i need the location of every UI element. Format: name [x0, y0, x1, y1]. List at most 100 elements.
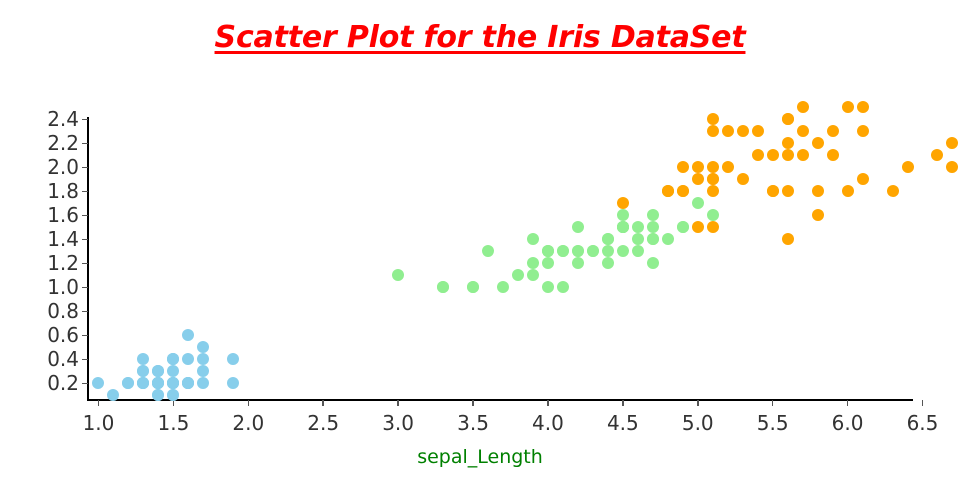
- scatter-point-virginica: [721, 160, 734, 173]
- scatter-point-virginica: [826, 124, 839, 137]
- scatter-point-setosa: [167, 376, 180, 389]
- y-tick-mark: [82, 382, 88, 385]
- scatter-point-versicolor: [467, 280, 480, 293]
- x-tick-label: 1.5: [157, 411, 190, 435]
- scatter-point-virginica: [781, 232, 794, 245]
- scatter-point-virginica: [946, 160, 959, 173]
- scatter-point-virginica: [841, 100, 854, 113]
- scatter-point-virginica: [706, 220, 719, 233]
- scatter-point-virginica: [736, 172, 749, 185]
- y-tick-mark: [82, 118, 88, 121]
- scatter-point-versicolor: [676, 220, 689, 233]
- scatter-point-setosa: [197, 352, 210, 365]
- scatter-point-versicolor: [556, 244, 569, 257]
- y-tick-label: 2.0: [47, 154, 79, 179]
- scatter-point-versicolor: [496, 280, 509, 293]
- y-tick-label: 0.2: [47, 370, 79, 395]
- scatter-point-versicolor: [556, 280, 569, 293]
- scatter-point-versicolor: [646, 232, 659, 245]
- scatter-point-setosa: [137, 364, 150, 377]
- scatter-point-virginica: [826, 148, 839, 161]
- scatter-point-setosa: [197, 376, 210, 389]
- scatter-point-setosa: [182, 352, 195, 365]
- scatter-point-setosa: [197, 340, 210, 353]
- y-tick-label: 2.2: [47, 130, 79, 155]
- scatter-point-virginica: [781, 184, 794, 197]
- x-tick-label: 5.5: [756, 411, 789, 435]
- scatter-point-setosa: [182, 328, 195, 341]
- x-axis-label: sepal_Length: [417, 446, 543, 468]
- x-axis-spine: [87, 399, 913, 401]
- scatter-point-virginica: [661, 184, 674, 197]
- y-tick-label: 1.2: [47, 250, 79, 275]
- scatter-point-setosa: [227, 352, 240, 365]
- scatter-point-setosa: [227, 376, 240, 389]
- scatter-point-versicolor: [586, 244, 599, 257]
- x-tick-label: 6.5: [906, 411, 939, 435]
- scatter-point-setosa: [182, 376, 195, 389]
- x-tick-label: 4.0: [532, 411, 564, 435]
- scatter-point-virginica: [706, 112, 719, 125]
- scatter-point-virginica: [691, 160, 704, 173]
- scatter-point-versicolor: [601, 256, 614, 269]
- scatter-point-setosa: [152, 376, 165, 389]
- scatter-point-virginica: [706, 124, 719, 137]
- y-tick-mark: [82, 190, 88, 193]
- x-tick-label: 3.0: [382, 411, 415, 435]
- scatter-point-virginica: [736, 124, 749, 137]
- x-tick-mark: [547, 400, 549, 406]
- scatter-point-versicolor: [571, 220, 584, 233]
- scatter-point-setosa: [197, 364, 210, 377]
- scatter-point-virginica: [706, 160, 719, 173]
- y-tick-label: 1.8: [47, 178, 79, 203]
- scatter-point-virginica: [706, 172, 719, 185]
- scatter-point-virginica: [691, 172, 704, 185]
- scatter-point-versicolor: [437, 280, 450, 293]
- scatter-point-versicolor: [526, 256, 539, 269]
- scatter-point-versicolor: [571, 244, 584, 257]
- scatter-point-virginica: [901, 160, 914, 173]
- scatter-point-virginica: [616, 196, 629, 209]
- scatter-point-versicolor: [691, 196, 704, 209]
- scatter-point-setosa: [167, 352, 180, 365]
- y-tick-label: 0.6: [47, 322, 79, 347]
- y-tick-mark: [82, 334, 88, 337]
- scatter-point-virginica: [781, 136, 794, 149]
- scatter-point-setosa: [167, 388, 180, 401]
- y-tick-label: 0.4: [47, 346, 79, 371]
- scatter-point-virginica: [691, 220, 704, 233]
- x-tick-label: 6.0: [831, 411, 864, 435]
- x-tick-mark: [622, 400, 624, 406]
- y-tick-label: 2.4: [47, 106, 79, 131]
- scatter-point-setosa: [92, 376, 105, 389]
- plot-area: 0.2 0.4 0.6 0.8 1.0 1.2 1.4 1.6 1.8 2.0 2.2 2.4 1.0…: [47, 100, 959, 435]
- scatter-point-versicolor: [511, 268, 524, 281]
- scatter-point-virginica: [856, 172, 869, 185]
- scatter-point-virginica: [796, 100, 809, 113]
- scatter-point-virginica: [766, 184, 779, 197]
- y-tick-mark: [82, 238, 88, 241]
- scatter-point-versicolor: [631, 244, 644, 257]
- scatter-point-versicolor: [646, 208, 659, 221]
- x-tick-mark: [97, 400, 100, 406]
- x-tick-mark: [921, 400, 924, 406]
- y-tick-mark: [82, 286, 88, 289]
- scatter-point-versicolor: [541, 244, 554, 257]
- x-tick-label: 4.5: [606, 411, 639, 435]
- scatter-point-virginica: [721, 124, 734, 137]
- scatter-point-versicolor: [616, 220, 629, 233]
- scatter-point-virginica: [781, 112, 794, 125]
- y-tick-label: 1.0: [47, 274, 79, 299]
- x-tick-label: 2.0: [232, 411, 265, 435]
- scatter-point-versicolor: [601, 232, 614, 245]
- scatter-point-virginica: [676, 184, 689, 197]
- scatter-point-virginica: [841, 184, 854, 197]
- scatter-point-virginica: [856, 100, 869, 113]
- scatter-point-versicolor: [646, 220, 659, 233]
- scatter-point-versicolor: [661, 232, 674, 245]
- scatter-point-setosa: [107, 388, 120, 401]
- scatter-point-versicolor: [541, 256, 554, 269]
- scatter-point-versicolor: [706, 208, 719, 221]
- scatter-point-setosa: [152, 364, 165, 377]
- scatter-point-virginica: [811, 208, 824, 221]
